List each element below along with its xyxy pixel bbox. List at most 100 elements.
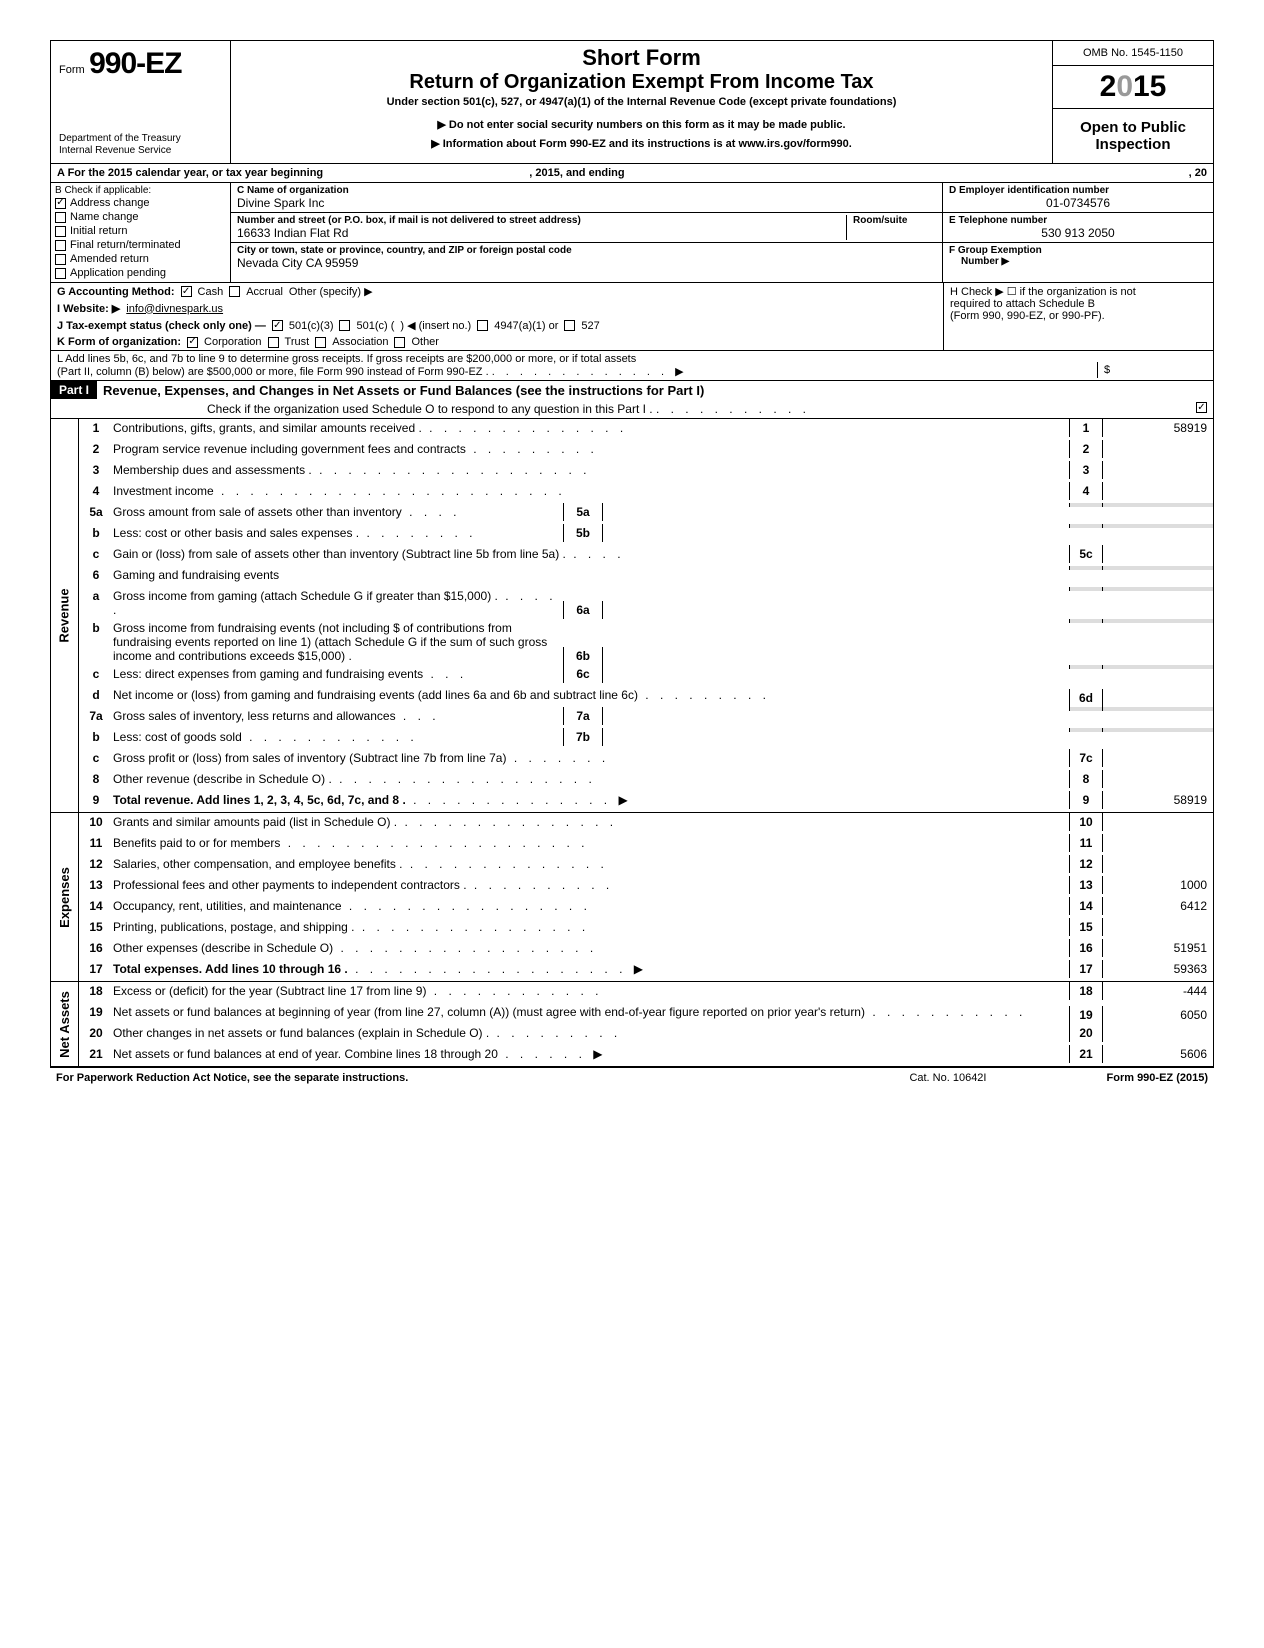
line-21: 21 Net assets or fund balances at end of…	[79, 1045, 1213, 1066]
line-7b-shaded	[1069, 728, 1103, 732]
b-amended-return[interactable]: Amended return	[55, 252, 226, 266]
line-17: 17 Total expenses. Add lines 10 through …	[79, 960, 1213, 981]
tax-year: 2015	[1053, 66, 1213, 109]
footer-row: For Paperwork Reduction Act Notice, see …	[50, 1068, 1214, 1088]
line-2-rnum: 2	[1069, 440, 1103, 458]
line-3-val	[1103, 461, 1213, 465]
l-line1: L Add lines 5b, 6c, and 7b to line 9 to …	[57, 353, 1097, 365]
checkbox-other-icon[interactable]	[394, 337, 405, 348]
c-city-value: Nevada City CA 95959	[237, 256, 936, 270]
line-12-text: Salaries, other compensation, and employ…	[113, 857, 403, 871]
line-19: 19 Net assets or fund balances at beginn…	[79, 1003, 1213, 1024]
line-5a-rval-shaded	[1103, 503, 1213, 507]
netassets-side-label: Net Assets	[51, 982, 79, 1066]
line-13: 13 Professional fees and other payments …	[79, 876, 1213, 897]
subtitle: Under section 501(c), 527, or 4947(a)(1)…	[241, 96, 1042, 108]
header-row: Form 990-EZ Department of the Treasury I…	[51, 41, 1213, 164]
e-label: E Telephone number	[949, 215, 1207, 226]
open-public-1: Open to Public	[1057, 119, 1209, 136]
line-16-val: 51951	[1103, 939, 1213, 957]
l-arrow: ▶	[675, 366, 683, 378]
b-initial-return[interactable]: Initial return	[55, 224, 226, 238]
g-accrual: Accrual	[246, 286, 283, 298]
checkbox-assoc-icon[interactable]	[315, 337, 326, 348]
c-street-value: 16633 Indian Flat Rd	[237, 226, 846, 240]
line-1-num: 1	[79, 419, 113, 437]
line-20: 20 Other changes in net assets or fund b…	[79, 1024, 1213, 1045]
row-g: G Accounting Method: ✓ Cash Accrual Other…	[51, 283, 943, 300]
c-name-value: Divine Spark Inc	[237, 196, 936, 210]
j-opt2b: ) ◀ (insert no.)	[400, 319, 471, 332]
line-4: 4 Investment income . . . . . . . . . . …	[79, 482, 1213, 503]
line-6c-num: c	[79, 665, 113, 683]
checkbox-accrual-icon[interactable]	[229, 286, 240, 297]
netassets-lines: 18 Excess or (deficit) for the year (Sub…	[79, 982, 1213, 1066]
line-15-num: 15	[79, 918, 113, 936]
checkbox-cash-icon[interactable]: ✓	[181, 286, 192, 297]
line-6a-shaded	[1069, 587, 1103, 591]
revenue-lines: 1 Contributions, gifts, grants, and simi…	[79, 419, 1213, 812]
line-6: 6 Gaming and fundraising events	[79, 566, 1213, 587]
b-item-5: Application pending	[70, 267, 166, 279]
line-6b-mnum: 6b	[563, 647, 603, 665]
open-public-2: Inspection	[1057, 136, 1209, 153]
j-opt3: 4947(a)(1) or	[494, 320, 558, 332]
g-label: G Accounting Method:	[57, 286, 175, 298]
line-17-num: 17	[79, 960, 113, 978]
line-16-num: 16	[79, 939, 113, 957]
b-label: B Check if applicable:	[55, 185, 226, 196]
b-name-change[interactable]: Name change	[55, 210, 226, 224]
checkbox-501c3-icon[interactable]: ✓	[272, 320, 283, 331]
checkbox-trust-icon[interactable]	[268, 337, 279, 348]
line-21-rnum: 21	[1069, 1045, 1103, 1063]
b-final-return[interactable]: Final return/terminated	[55, 238, 226, 252]
line-6c-text: Less: direct expenses from gaming and fu…	[113, 667, 423, 681]
line-3-num: 3	[79, 461, 113, 479]
line-8-val	[1103, 770, 1213, 774]
line-6d-rnum: 6d	[1069, 689, 1103, 707]
part1-check-line: Check if the organization used Schedule …	[97, 400, 1213, 418]
revenue-label-text: Revenue	[57, 588, 72, 642]
l-line2: (Part II, column (B) below) are $500,000…	[57, 366, 489, 378]
line-6b-shaded	[1069, 619, 1103, 623]
title-short-form: Short Form	[241, 45, 1042, 71]
line-11-text: Benefits paid to or for members	[113, 836, 280, 850]
line-21-num: 21	[79, 1045, 113, 1063]
g-cash: Cash	[198, 286, 224, 298]
line-20-num: 20	[79, 1024, 113, 1042]
part1-checkbox-icon[interactable]: ✓	[1196, 402, 1207, 413]
line-5a: 5a Gross amount from sale of assets othe…	[79, 503, 1213, 524]
checkbox-4947-icon[interactable]	[477, 320, 488, 331]
line-7a-num: 7a	[79, 707, 113, 725]
line-10-num: 10	[79, 813, 113, 831]
g-other: Other (specify) ▶	[289, 285, 373, 298]
k-assoc: Association	[332, 336, 388, 348]
line-6-shaded	[1069, 566, 1103, 570]
line-21-text: Net assets or fund balances at end of ye…	[113, 1047, 498, 1061]
checkbox-corp-icon[interactable]: ✓	[187, 337, 198, 348]
line-7b-mnum: 7b	[563, 728, 603, 746]
line-7c-val	[1103, 749, 1213, 753]
revenue-side-label: Revenue	[51, 419, 79, 812]
checkbox-527-icon[interactable]	[564, 320, 575, 331]
line-7c-num: c	[79, 749, 113, 767]
line-16: 16 Other expenses (describe in Schedule …	[79, 939, 1213, 960]
line-20-rnum: 20	[1069, 1024, 1103, 1042]
line-17-text: Total expenses. Add lines 10 through 16 …	[113, 962, 348, 976]
checkbox-icon	[55, 254, 66, 265]
line-6-num: 6	[79, 566, 113, 584]
b-application-pending[interactable]: Application pending	[55, 266, 226, 280]
i-label: I Website: ▶	[57, 302, 120, 315]
checkbox-501c-icon[interactable]	[339, 320, 350, 331]
line-5c-val	[1103, 545, 1213, 549]
line-4-text: Investment income	[113, 484, 214, 498]
k-other: Other	[411, 336, 439, 348]
b-address-change[interactable]: ✓Address change	[55, 196, 226, 210]
c-street-label: Number and street (or P.O. box, if mail …	[237, 215, 846, 226]
row-a-end: , 20	[1189, 167, 1207, 179]
part1-header-row: Part I Revenue, Expenses, and Changes in…	[51, 381, 1213, 419]
line-5b-text: Less: cost or other basis and sales expe…	[113, 526, 359, 540]
row-a-label: A For the 2015 calendar year, or tax yea…	[57, 167, 323, 179]
line-7c-rnum: 7c	[1069, 749, 1103, 767]
line-17-rnum: 17	[1069, 960, 1103, 978]
